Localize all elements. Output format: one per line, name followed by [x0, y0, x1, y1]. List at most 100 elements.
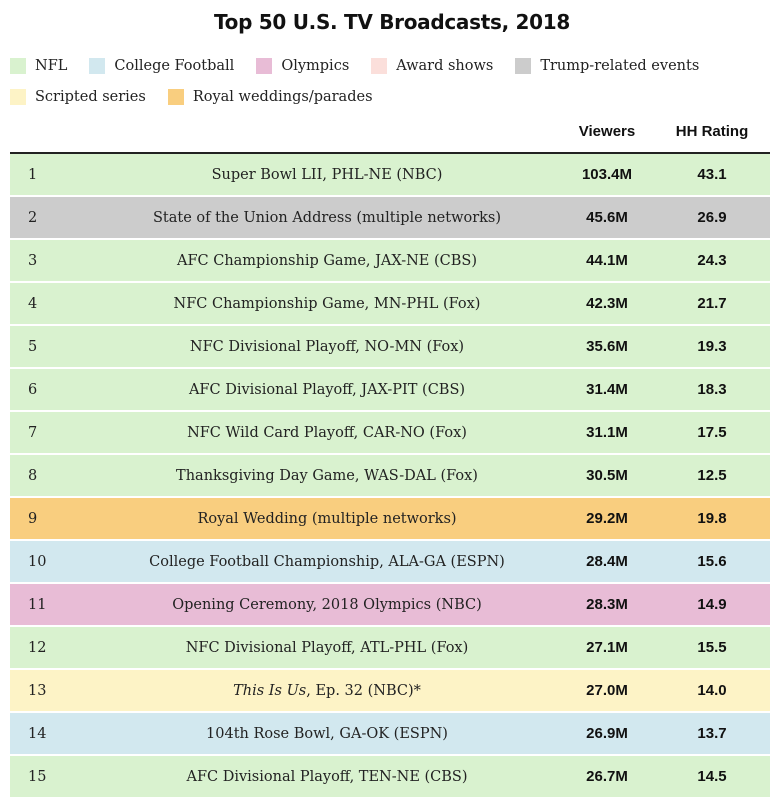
event-title-italic: This Is Us: [233, 682, 307, 699]
table-row: 1 Super Bowl LII, PHL-NE (NBC) 103.4M 43.1: [10, 154, 770, 197]
column-header-viewers: Viewers: [578, 123, 636, 140]
rank-cell: 2: [28, 209, 38, 226]
event-title-rest: , Ep. 32 (NBC)*: [306, 682, 421, 699]
rank-cell: 15: [28, 768, 47, 785]
table-row: 11 Opening Ceremony, 2018 Olympics (NBC) 2…: [10, 584, 770, 627]
hh-rating-cell: 19.3: [697, 338, 727, 355]
rank-cell: 9: [28, 510, 38, 527]
legend: NFL College Football Olympics Award show…: [10, 50, 780, 112]
viewers-cell: 26.7M: [586, 768, 628, 785]
hh-rating-cell: 15.6: [697, 553, 727, 570]
legend-swatch: [89, 57, 106, 74]
table-row: 12 NFC Divisional Playoff, ATL-PHL (Fox) 2…: [10, 627, 770, 670]
rank-cell: 10: [28, 553, 47, 570]
viewers-cell: 30.5M: [586, 467, 628, 484]
event-cell: 104th Rose Bowl, GA-OK (ESPN): [206, 725, 448, 742]
legend-swatch: [371, 57, 388, 74]
table-row: 14 104th Rose Bowl, GA-OK (ESPN) 26.9M 13.7: [10, 713, 770, 756]
rank-cell: 3: [28, 252, 38, 269]
legend-label: Trump-related events: [540, 57, 700, 74]
legend-swatch: [10, 57, 26, 74]
legend-swatch: [10, 88, 26, 105]
event-cell: NFC Divisional Playoff, NO-MN (Fox): [189, 338, 465, 355]
hh-rating-cell: 43.1: [697, 166, 727, 183]
rank-cell: 11: [28, 596, 47, 613]
viewers-cell: 31.4M: [586, 381, 628, 398]
hh-rating-cell: 13.7: [697, 725, 727, 742]
viewers-cell: 103.4M: [581, 166, 633, 183]
hh-rating-cell: 12.5: [697, 467, 727, 484]
viewers-cell: 26.9M: [586, 725, 628, 742]
rank-cell: 14: [28, 725, 47, 742]
hh-rating-cell: 26.9: [697, 209, 727, 226]
table-row: 15 AFC Divisional Playoff, TEN-NE (CBS) 26…: [10, 756, 770, 799]
legend-row-1: NFL College Football Olympics Award show…: [10, 50, 780, 81]
hh-rating-cell: 19.8: [697, 510, 727, 527]
legend-label: Olympics: [281, 57, 350, 74]
rank-cell: 6: [28, 381, 38, 398]
event-cell: This Is Us, Ep. 32 (NBC)*: [80, 683, 574, 699]
viewers-cell: 27.0M: [586, 682, 628, 699]
chart-title: Top 50 U.S. TV Broadcasts, 2018: [214, 10, 570, 34]
event-cell: AFC Championship Game, JAX-NE (CBS): [176, 252, 477, 269]
table-row: 6 AFC Divisional Playoff, JAX-PIT (CBS) 31…: [10, 369, 770, 412]
hh-rating-cell: 17.5: [697, 424, 727, 441]
header-rule: [10, 152, 770, 154]
event-cell: State of the Union Address (multiple net…: [152, 209, 502, 226]
event-cell: NFC Wild Card Playoff, CAR-NO (Fox): [187, 424, 467, 441]
legend-label: Scripted series: [35, 88, 146, 105]
event-cell: Opening Ceremony, 2018 Olympics (NBC): [172, 596, 482, 613]
table-row: 3 AFC Championship Game, JAX-NE (CBS) 44.1…: [10, 240, 770, 283]
viewers-cell: 28.4M: [586, 553, 628, 570]
legend-item-olympics: Olympics: [256, 57, 350, 74]
legend-item-college-football: College Football: [89, 57, 235, 74]
viewers-cell: 28.3M: [586, 596, 628, 613]
rank-cell: 8: [28, 467, 38, 484]
hh-rating-cell: 21.7: [697, 295, 727, 312]
legend-label: Award shows: [396, 57, 494, 74]
hh-rating-cell: 18.3: [697, 381, 727, 398]
event-cell: AFC Divisional Playoff, JAX-PIT (CBS): [188, 381, 466, 398]
table-row: 4 NFC Championship Game, MN-PHL (Fox) 42.3…: [10, 283, 770, 326]
viewers-cell: 31.1M: [586, 424, 628, 441]
table-row: 2 State of the Union Address (multiple ne…: [10, 197, 770, 240]
legend-label: College Football: [114, 57, 235, 74]
legend-item-trump-related-events: Trump-related events: [515, 57, 700, 74]
hh-rating-cell: 14.0: [697, 682, 727, 699]
table-row: 5 NFC Divisional Playoff, NO-MN (Fox) 35.6…: [10, 326, 770, 369]
rank-cell: 1: [28, 166, 38, 183]
legend-item-nfl: NFL: [10, 57, 68, 74]
viewers-cell: 42.3M: [586, 295, 628, 312]
legend-item-royal-weddings-parades: Royal weddings/parades: [167, 88, 373, 105]
broadcast-table: 1 Super Bowl LII, PHL-NE (NBC) 103.4M 43.1 2…: [10, 154, 770, 799]
legend-swatch: [167, 88, 184, 105]
hh-rating-cell: 24.3: [697, 252, 727, 269]
hh-rating-cell: 14.9: [697, 596, 727, 613]
rank-cell: 4: [28, 295, 38, 312]
viewers-cell: 44.1M: [586, 252, 628, 269]
event-cell: Super Bowl LII, PHL-NE (NBC): [211, 166, 443, 183]
event-cell: Thanksgiving Day Game, WAS-DAL (Fox): [176, 467, 478, 484]
legend-label: Royal weddings/parades: [192, 88, 373, 105]
event-cell: AFC Divisional Playoff, TEN-NE (CBS): [186, 768, 468, 785]
event-cell: College Football Championship, ALA-GA (E…: [149, 553, 505, 570]
table-row: 7 NFC Wild Card Playoff, CAR-NO (Fox) 31.1…: [10, 412, 770, 455]
hh-rating-cell: 15.5: [697, 639, 727, 656]
table-row: 13 This Is Us, Ep. 32 (NBC)* 27.0M 14.0: [10, 670, 770, 713]
table-row: 8 Thanksgiving Day Game, WAS-DAL (Fox) 30.…: [10, 455, 770, 498]
column-header-hh-rating: HH Rating: [675, 123, 749, 140]
rank-cell: 12: [28, 639, 47, 656]
rank-cell: 13: [28, 682, 47, 699]
event-cell: Royal Wedding (multiple networks): [197, 510, 457, 527]
legend-row-2: Scripted series Royal weddings/parades: [10, 81, 780, 112]
viewers-cell: 35.6M: [586, 338, 628, 355]
table-row: 10 College Football Championship, ALA-GA …: [10, 541, 770, 584]
event-cell: NFC Divisional Playoff, ATL-PHL (Fox): [185, 639, 469, 656]
viewers-cell: 29.2M: [586, 510, 628, 527]
legend-label: NFL: [35, 57, 68, 74]
table-row: 9 Royal Wedding (multiple networks) 29.2M 1…: [10, 498, 770, 541]
hh-rating-cell: 14.5: [697, 768, 727, 785]
legend-swatch: [256, 57, 273, 74]
legend-item-award-shows: Award shows: [371, 57, 494, 74]
legend-item-scripted-series: Scripted series: [10, 88, 146, 105]
